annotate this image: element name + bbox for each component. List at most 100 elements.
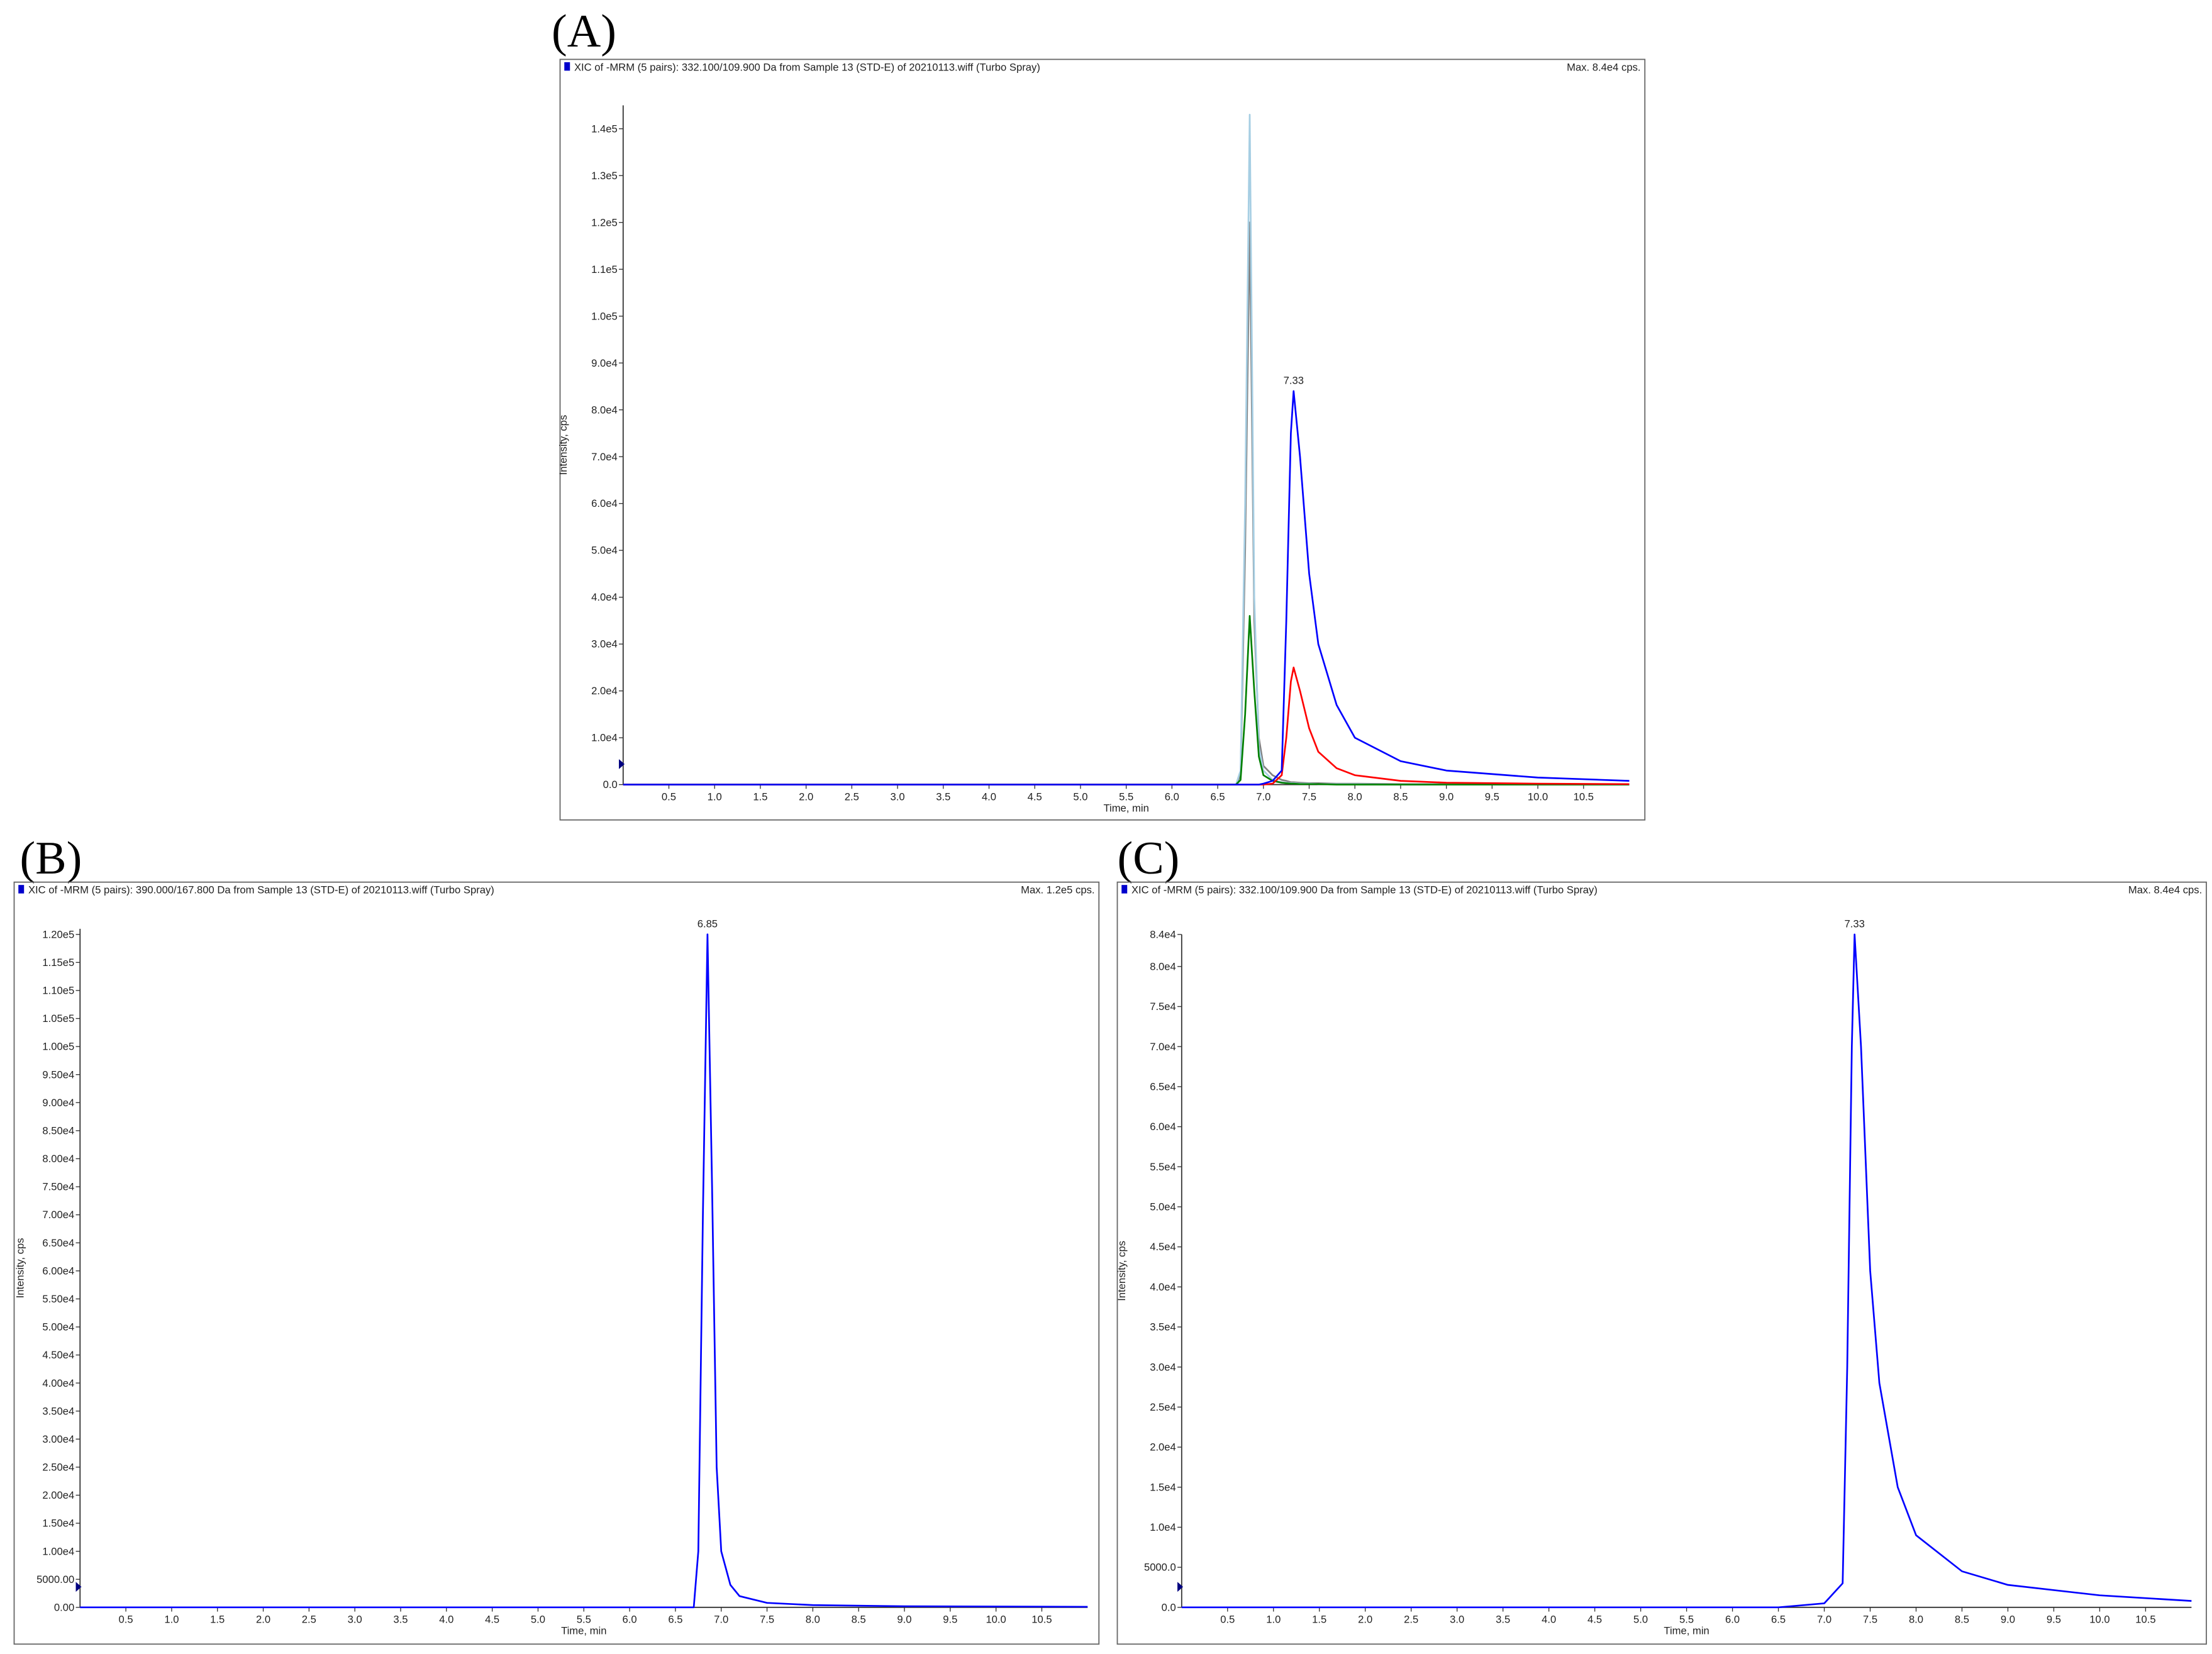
panel-label: (C) xyxy=(1117,833,1179,884)
x-tick-label: 5.5 xyxy=(1119,791,1133,802)
panel-label: (A) xyxy=(552,6,616,57)
y-axis-label: Intensity, cps xyxy=(557,415,569,475)
y-tick-label: 4.0e4 xyxy=(591,591,618,603)
x-tick-label: 1.5 xyxy=(210,1614,225,1626)
y-tick-label: 9.0e4 xyxy=(591,357,618,369)
y-tick-label: 1.10e5 xyxy=(42,985,74,997)
panel-label: (B) xyxy=(19,833,82,884)
header-icon xyxy=(1121,885,1128,894)
y-marker xyxy=(619,759,625,769)
x-tick-label: 1.5 xyxy=(1312,1614,1326,1626)
x-tick-label: 3.0 xyxy=(1450,1614,1464,1626)
x-tick-label: 6.5 xyxy=(1771,1614,1786,1626)
x-tick-label: 8.5 xyxy=(852,1614,866,1626)
y-tick-label: 2.0e4 xyxy=(591,685,618,697)
x-tick-label: 9.5 xyxy=(943,1614,957,1626)
y-tick-label: 7.0e4 xyxy=(591,451,618,463)
y-tick-label: 6.0e4 xyxy=(1150,1121,1176,1133)
header-icon xyxy=(18,885,25,894)
x-tick-label: 4.0 xyxy=(1542,1614,1556,1626)
y-tick-label: 4.50e4 xyxy=(42,1349,74,1361)
y-tick-label: 2.50e4 xyxy=(42,1462,74,1474)
x-tick-label: 8.5 xyxy=(1955,1614,1969,1626)
header-icon xyxy=(564,62,570,71)
x-tick-label: 2.5 xyxy=(302,1614,316,1626)
x-tick-label: 10.0 xyxy=(2089,1614,2109,1626)
x-tick-label: 1.5 xyxy=(753,791,767,802)
series-line xyxy=(1181,933,2192,1609)
series-line xyxy=(623,221,1630,785)
panel-border xyxy=(1116,881,2207,1645)
y-marker xyxy=(1177,1582,1184,1592)
x-tick-label: 10.5 xyxy=(1031,1614,1052,1626)
x-tick-label: 6.0 xyxy=(623,1614,637,1626)
series-line xyxy=(80,933,1088,1609)
x-tick-label: 1.0 xyxy=(708,791,722,802)
x-tick-label: 1.0 xyxy=(1266,1614,1281,1626)
y-tick-label: 1.00e5 xyxy=(42,1041,74,1053)
x-tick-label: 9.0 xyxy=(1439,791,1453,802)
y-tick-label: 3.0e4 xyxy=(591,638,618,650)
y-tick-label: 1.05e5 xyxy=(42,1013,74,1024)
chart-title: XIC of -MRM (5 pairs): 332.100/109.900 D… xyxy=(1131,884,1598,896)
peak-annotation: 7.33 xyxy=(1845,918,1865,930)
y-tick-label: 5.00e4 xyxy=(42,1321,74,1333)
y-tick-label: 5.5e4 xyxy=(1150,1161,1176,1173)
x-tick-label: 8.0 xyxy=(1909,1614,1923,1626)
x-tick-label: 4.5 xyxy=(485,1614,499,1626)
y-tick-label: 1.0e5 xyxy=(591,310,618,322)
x-tick-label: 3.5 xyxy=(1496,1614,1510,1626)
x-tick-label: 2.5 xyxy=(845,791,859,802)
panel-border xyxy=(13,881,1100,1645)
x-tick-label: 5.0 xyxy=(1633,1614,1648,1626)
x-tick-label: 5.0 xyxy=(531,1614,545,1626)
x-axis-label: Time, min xyxy=(1664,1625,1709,1637)
y-tick-label: 0.0 xyxy=(1162,1601,1176,1613)
y-tick-label: 3.50e4 xyxy=(42,1405,74,1417)
x-tick-label: 3.5 xyxy=(393,1614,408,1626)
x-tick-label: 10.5 xyxy=(1574,791,1594,802)
y-tick-label: 7.0e4 xyxy=(1150,1041,1176,1053)
x-tick-label: 7.5 xyxy=(1863,1614,1877,1626)
x-tick-label: 3.5 xyxy=(936,791,950,802)
chart-title: XIC of -MRM (5 pairs): 332.100/109.900 D… xyxy=(574,61,1040,73)
y-tick-label: 5000.0 xyxy=(1144,1562,1176,1574)
peak-annotation: 6.85 xyxy=(698,918,718,930)
y-tick-label: 6.5e4 xyxy=(1150,1080,1176,1092)
y-tick-label: 0.0 xyxy=(603,779,618,791)
y-tick-label: 4.0e4 xyxy=(1150,1281,1176,1293)
x-tick-label: 4.5 xyxy=(1028,791,1042,802)
y-tick-label: 1.0e4 xyxy=(591,732,618,744)
x-tick-label: 8.0 xyxy=(1348,791,1362,802)
x-tick-label: 9.0 xyxy=(2001,1614,2015,1626)
x-tick-label: 5.5 xyxy=(1679,1614,1694,1626)
y-axis-label: Intensity, cps xyxy=(14,1238,26,1298)
y-tick-label: 8.50e4 xyxy=(42,1124,74,1136)
y-tick-label: 6.50e4 xyxy=(42,1237,74,1249)
x-tick-label: 1.0 xyxy=(164,1614,179,1626)
y-tick-label: 3.0e4 xyxy=(1150,1361,1176,1373)
x-tick-label: 3.0 xyxy=(348,1614,362,1626)
y-tick-label: 3.5e4 xyxy=(1150,1321,1176,1333)
y-tick-label: 8.4e4 xyxy=(1150,928,1176,940)
y-tick-label: 1.4e5 xyxy=(591,123,618,135)
y-tick-label: 6.0e4 xyxy=(591,497,618,509)
y-tick-label: 2.00e4 xyxy=(42,1489,74,1501)
y-tick-label: 1.0e4 xyxy=(1150,1521,1176,1533)
y-tick-label: 5000.00 xyxy=(36,1574,74,1585)
x-axis-label: Time, min xyxy=(561,1625,606,1637)
y-tick-label: 1.1e5 xyxy=(591,264,618,275)
y-tick-label: 2.0e4 xyxy=(1150,1441,1176,1453)
y-tick-label: 4.00e4 xyxy=(42,1377,74,1389)
peak-annotation: 7.33 xyxy=(1284,375,1304,387)
x-tick-label: 0.5 xyxy=(1220,1614,1235,1626)
x-tick-label: 6.5 xyxy=(668,1614,682,1626)
x-tick-label: 4.5 xyxy=(1587,1614,1602,1626)
y-tick-label: 5.0e4 xyxy=(1150,1201,1176,1213)
max-label: Max. 8.4e4 cps. xyxy=(2128,884,2202,896)
y-axis-label: Intensity, cps xyxy=(1116,1241,1128,1301)
y-tick-label: 1.50e4 xyxy=(42,1518,74,1529)
y-tick-label: 9.50e4 xyxy=(42,1068,74,1080)
x-tick-label: 8.0 xyxy=(806,1614,820,1626)
